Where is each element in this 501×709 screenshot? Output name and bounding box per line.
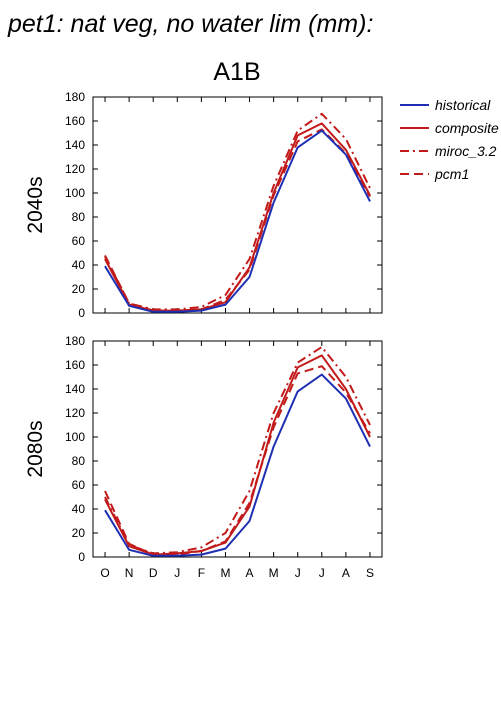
y-tick-label: 80 <box>72 210 86 224</box>
x-tick-label: F <box>198 566 205 580</box>
x-tick-label: J <box>295 566 301 580</box>
series-line-historical <box>104 129 371 313</box>
y-tick-label: 180 <box>65 90 85 104</box>
panel-2080s: 0 20 40 60 80 100 120 140 160 180 O N D J F M A M J J A S 2080… <box>24 334 383 580</box>
panel-2040s: 0 20 40 60 80 100 120 140 160 180 2040s <box>24 90 383 320</box>
y-tick-label: 100 <box>65 186 85 200</box>
chart-title: A1B <box>213 58 260 86</box>
panel-label: 2080s <box>24 420 47 477</box>
series-line-historical <box>104 373 371 557</box>
y-tick-label: 120 <box>65 406 85 420</box>
series-line-miroc-3-2 <box>104 112 371 311</box>
x-tick-label: N <box>125 566 134 580</box>
legend-label: historical <box>435 97 491 113</box>
x-tick-label: J <box>319 566 325 580</box>
x-tick-label: O <box>100 566 109 580</box>
legend-label: miroc_3.2 <box>435 143 497 159</box>
plot-frame <box>92 96 383 314</box>
x-tick-label: A <box>342 566 350 580</box>
legend-item: miroc_3.2 <box>400 143 497 159</box>
x-tick-label: J <box>174 566 180 580</box>
y-tick-label: 180 <box>65 334 85 348</box>
legend-item: pcm1 <box>400 166 469 182</box>
y-tick-label: 80 <box>72 454 86 468</box>
y-tick-label: 160 <box>65 358 85 372</box>
y-tick-label: 160 <box>65 114 85 128</box>
y-tick-label: 60 <box>72 234 86 248</box>
y-tick-label: 20 <box>72 526 86 540</box>
x-tick-label: A <box>246 566 254 580</box>
page-title: pet1: nat veg, no water lim (mm): <box>7 10 373 38</box>
legend-label: pcm1 <box>434 166 469 182</box>
series-line-pcm1 <box>104 128 371 312</box>
y-tick-label: 100 <box>65 430 85 444</box>
x-tick-label: S <box>366 566 374 580</box>
y-tick-label: 20 <box>72 282 86 296</box>
legend-item: historical <box>400 97 491 113</box>
legend-label: composite <box>435 120 499 136</box>
y-tick-label: 60 <box>72 478 86 492</box>
panel-label: 2040s <box>24 176 47 233</box>
y-tick-label: 0 <box>78 306 85 320</box>
x-tick-label: M <box>269 566 279 580</box>
series-line-composite <box>104 354 371 556</box>
legend: historical composite miroc_3.2 pcm1 <box>400 97 499 182</box>
series-line-miroc-3-2 <box>104 346 371 555</box>
legend-item: composite <box>400 120 499 136</box>
y-tick-label: 40 <box>72 258 86 272</box>
y-tick-label: 140 <box>65 382 85 396</box>
y-tick-label: 40 <box>72 502 86 516</box>
chart-panels: 0 20 40 60 80 100 120 140 160 180 2040s 0 20 40 60 80 10… <box>24 90 383 580</box>
x-tick-label: M <box>220 566 230 580</box>
y-tick-label: 0 <box>78 550 85 564</box>
y-tick-label: 140 <box>65 138 85 152</box>
x-tick-label: D <box>149 566 158 580</box>
series-line-composite <box>104 122 371 312</box>
y-tick-label: 120 <box>65 162 85 176</box>
plot-frame <box>92 340 383 558</box>
